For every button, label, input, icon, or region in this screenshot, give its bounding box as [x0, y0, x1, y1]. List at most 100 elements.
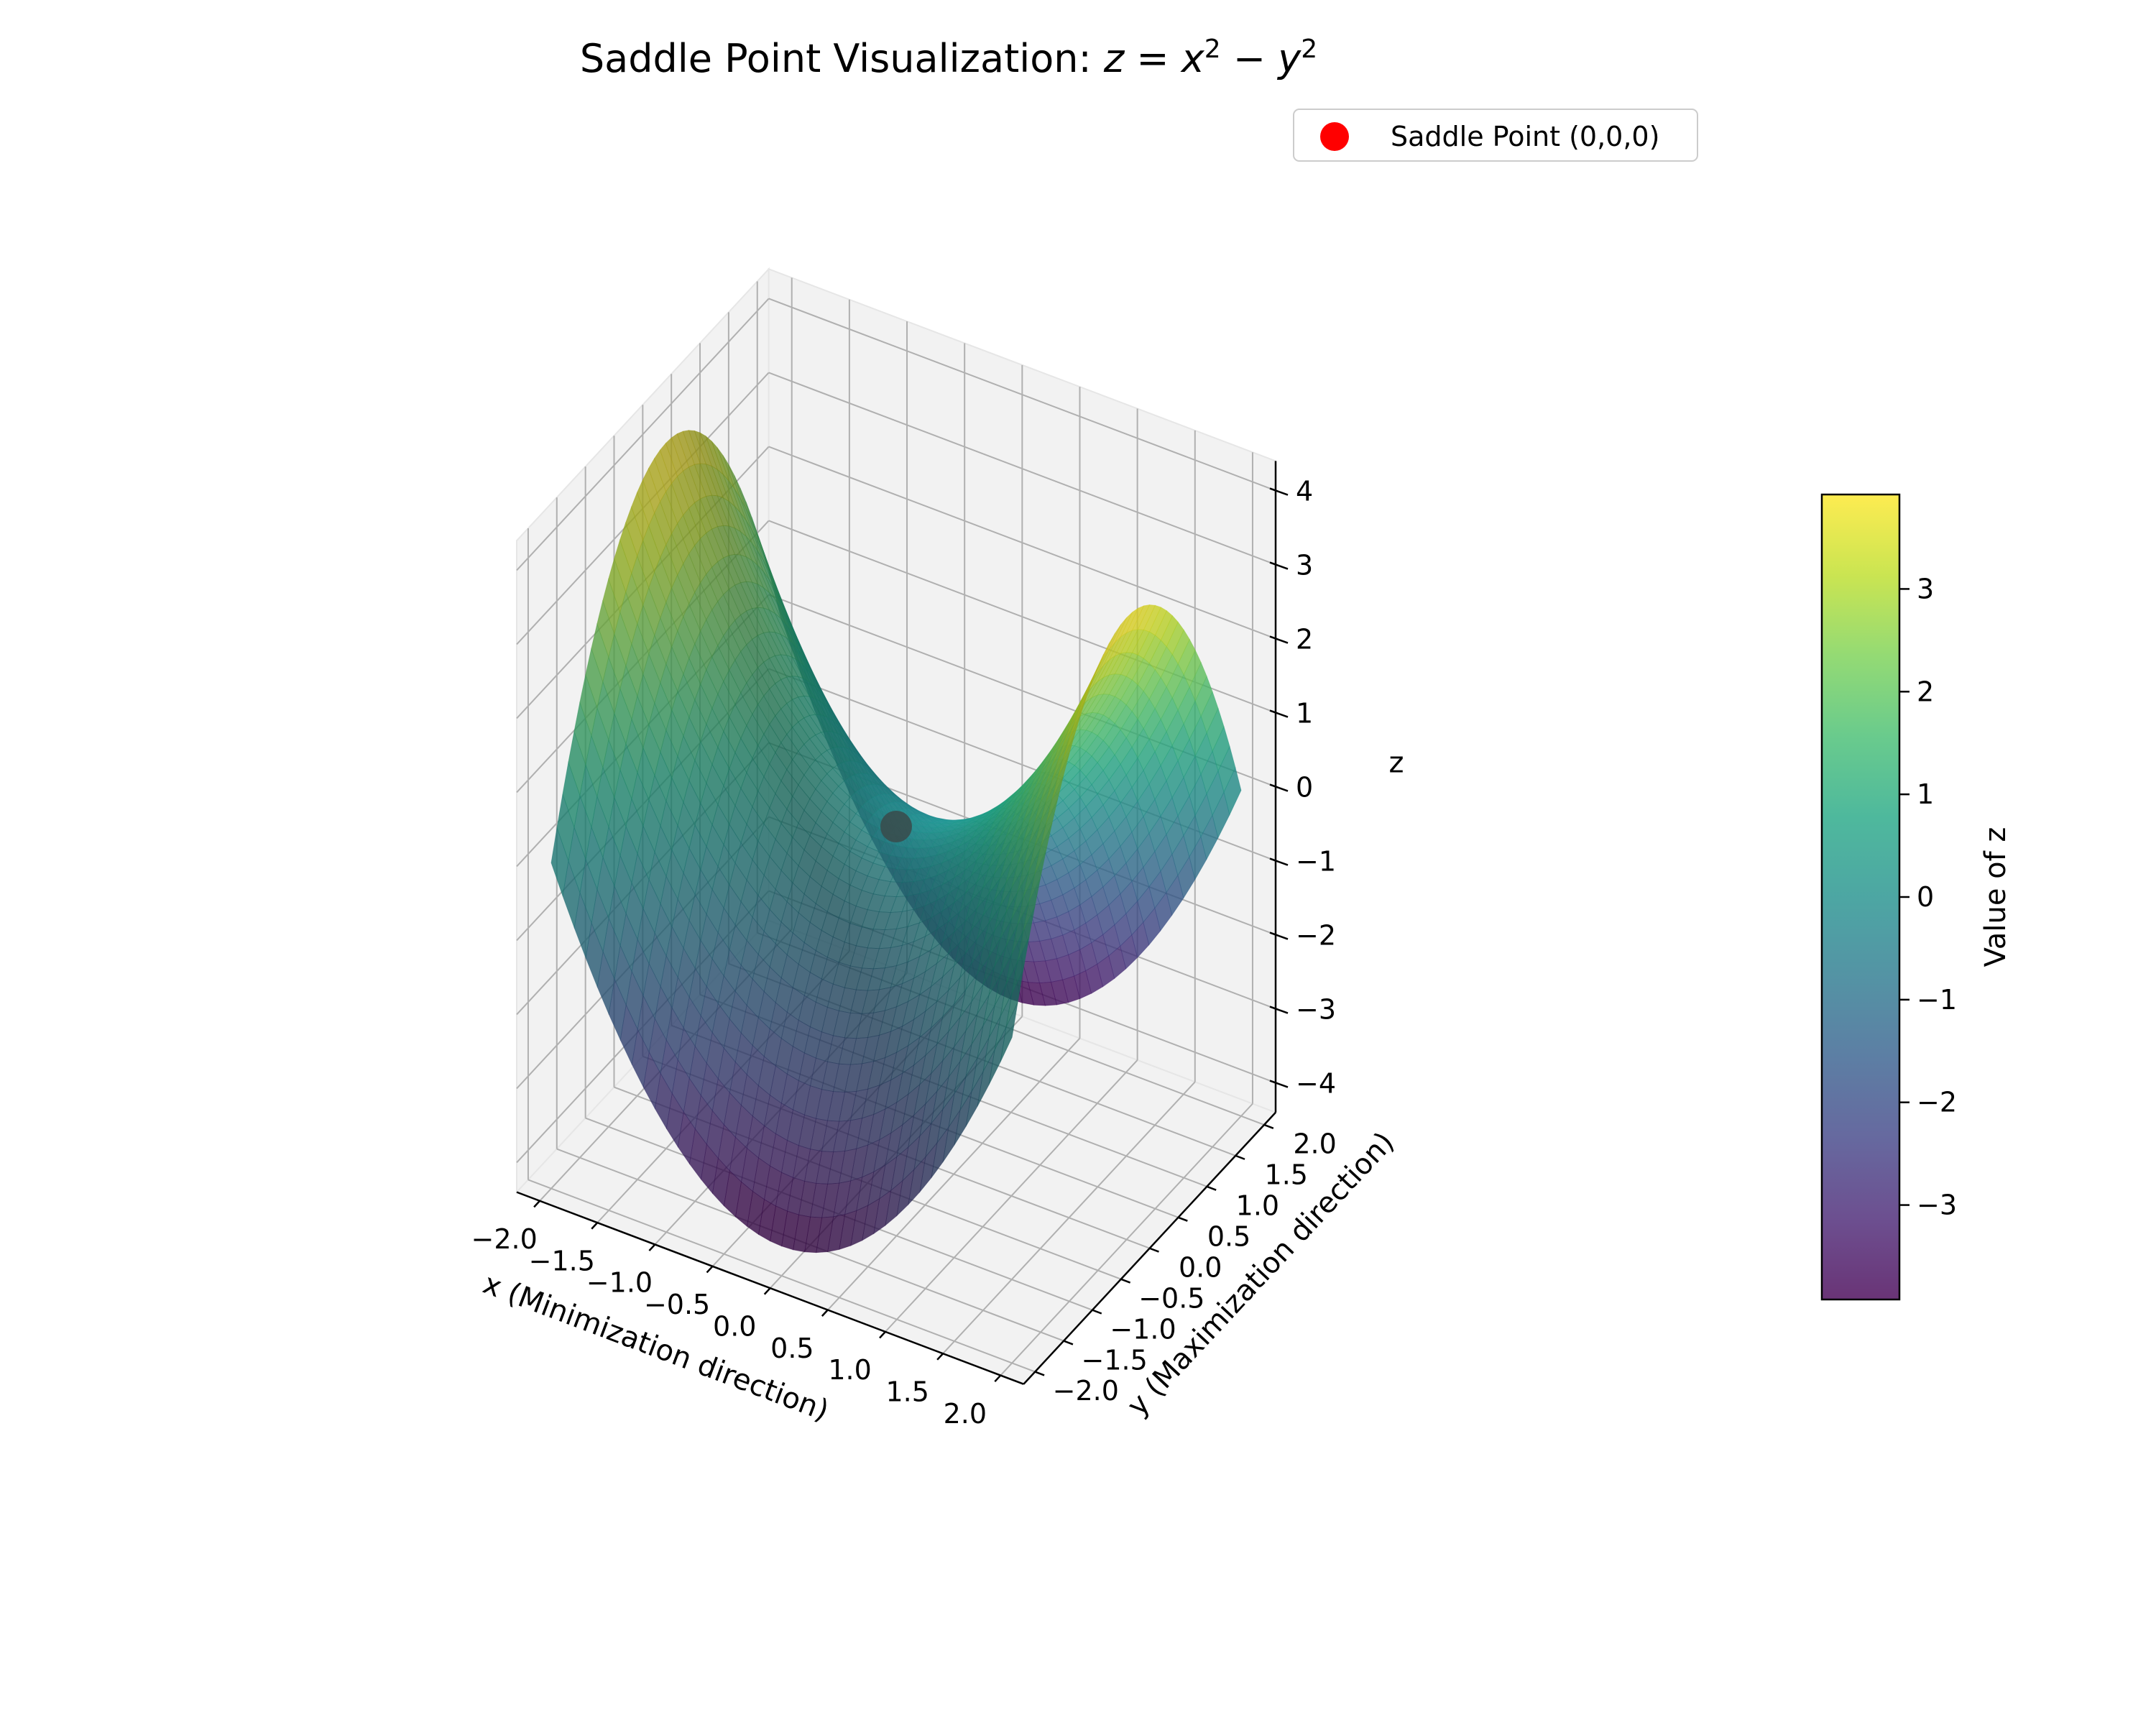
y-axis-tick	[1178, 1216, 1188, 1222]
surface-patch	[688, 430, 706, 465]
x-axis-tick	[763, 1287, 771, 1295]
y-tick-label: −0.5	[1138, 1282, 1204, 1314]
surface-patch	[699, 432, 718, 471]
chart-title-group: Saddle Point Visualization: z = x2 − y2	[580, 34, 1317, 81]
surface-patch	[1063, 714, 1082, 758]
surface-patch	[722, 455, 741, 499]
y-tick-label: 0.0	[1179, 1251, 1222, 1283]
surface-patch	[654, 449, 672, 492]
title-exponent-x: 2	[1204, 34, 1221, 64]
colorbar-tick-label: −1	[1917, 984, 1957, 1016]
x-axis-tick	[591, 1222, 599, 1230]
title-math-minus: −	[1221, 36, 1279, 81]
y-tick-label: 1.0	[1236, 1190, 1279, 1222]
surface-patch	[665, 586, 684, 632]
surface-patch	[625, 506, 644, 557]
surface-patch	[642, 467, 660, 514]
legend-frame	[1293, 109, 1698, 162]
colorbar-gradient	[1820, 493, 1901, 1301]
x-tick-label: 0.5	[770, 1333, 814, 1364]
surface-plot	[550, 430, 1242, 1254]
gridline-z-xwall	[516, 298, 770, 571]
surface-patch	[648, 571, 667, 619]
surface-patch	[608, 557, 627, 614]
surface-patch	[682, 430, 701, 465]
surface-patch	[711, 526, 729, 558]
x-tick-label: 1.5	[885, 1376, 929, 1407]
surface-patch	[723, 949, 742, 993]
legend: Saddle Point (0,0,0)	[1293, 109, 1698, 162]
surface-patch	[1040, 798, 1059, 848]
surface-patch	[642, 724, 661, 776]
surface-patch	[602, 578, 621, 635]
surface-patch	[1074, 681, 1093, 722]
x-axis-tick	[533, 1200, 540, 1208]
z-axis-label: z	[1389, 747, 1404, 780]
z-axis-tick	[1269, 932, 1289, 940]
surface-patch	[637, 479, 655, 527]
surface-patch	[585, 647, 604, 709]
x-axis-tick	[879, 1331, 886, 1339]
x-axis-tick	[936, 1353, 944, 1361]
colorbar-tick-label: −3	[1917, 1190, 1957, 1221]
x-axis-tick	[994, 1374, 1002, 1383]
z-tick-label: 2	[1296, 624, 1313, 656]
surface-patch	[596, 599, 615, 658]
x-axis-tick	[821, 1309, 829, 1317]
surface-patch	[660, 729, 678, 779]
colorbar-tick-label: 3	[1917, 573, 1934, 604]
colorbar-tick-label: 2	[1917, 676, 1934, 707]
surface-patch	[683, 602, 701, 645]
saddle-point-marker	[880, 811, 912, 842]
surface-patch	[694, 430, 712, 467]
x-tick-label: −1.0	[586, 1267, 653, 1299]
title-prefix: Saddle Point Visualization:	[580, 36, 1104, 81]
surface-patch	[659, 442, 678, 484]
z-tick-label: 0	[1296, 772, 1313, 804]
surface-patch	[717, 525, 735, 556]
y-axis-tick	[1120, 1278, 1131, 1284]
surface-patch	[1046, 775, 1064, 824]
surface-patch	[699, 495, 718, 530]
surface-patch	[631, 694, 650, 749]
title-math-z: z	[1103, 36, 1125, 81]
colorbar-label: Value of z	[1979, 827, 2012, 967]
surface-patch	[711, 746, 730, 787]
gridline-z-ywall	[768, 446, 1276, 640]
colorbar-tick-label: 1	[1917, 778, 1934, 810]
y-axis-tick	[1263, 1123, 1274, 1129]
y-tick-label: 1.5	[1265, 1159, 1308, 1191]
x-tick-label: 2.0	[944, 1398, 987, 1430]
z-tick-label: −3	[1296, 994, 1336, 1026]
surface-patch	[591, 622, 609, 684]
x-tick-label: −0.5	[644, 1289, 710, 1320]
surface-patch	[1080, 666, 1099, 707]
z-axis-tick	[1269, 857, 1289, 866]
y-axis-tick	[1235, 1154, 1245, 1160]
y-axis-tick	[1206, 1185, 1217, 1191]
gridline-y-floor	[528, 1179, 1036, 1373]
y-tick-label: −1.0	[1110, 1313, 1176, 1345]
z-tick-label: −1	[1296, 846, 1336, 878]
z-tick-label: 4	[1296, 476, 1313, 507]
surface-patch	[1051, 753, 1070, 800]
y-axis-tick	[1063, 1340, 1074, 1346]
surface-patch	[694, 740, 713, 784]
surface-patch	[700, 619, 719, 658]
z-axis-tick	[1269, 1080, 1289, 1088]
surface-patch	[648, 457, 666, 502]
title-exponent-y: 2	[1301, 34, 1317, 64]
z-axis-tick	[1269, 1006, 1289, 1014]
z-axis-tick	[1269, 561, 1289, 570]
surface-patch	[711, 465, 730, 502]
surface-patch	[631, 492, 650, 541]
surface-patch	[705, 435, 724, 476]
surface-patch	[665, 437, 683, 477]
legend-marker	[1320, 122, 1349, 151]
surface-patch	[614, 688, 632, 745]
colorbar-tick-label: −2	[1917, 1087, 1957, 1118]
y-axis-line	[1023, 1111, 1276, 1385]
surface-patch	[711, 441, 729, 482]
title-math-eq: =	[1124, 36, 1181, 81]
surface-patch	[596, 681, 615, 741]
